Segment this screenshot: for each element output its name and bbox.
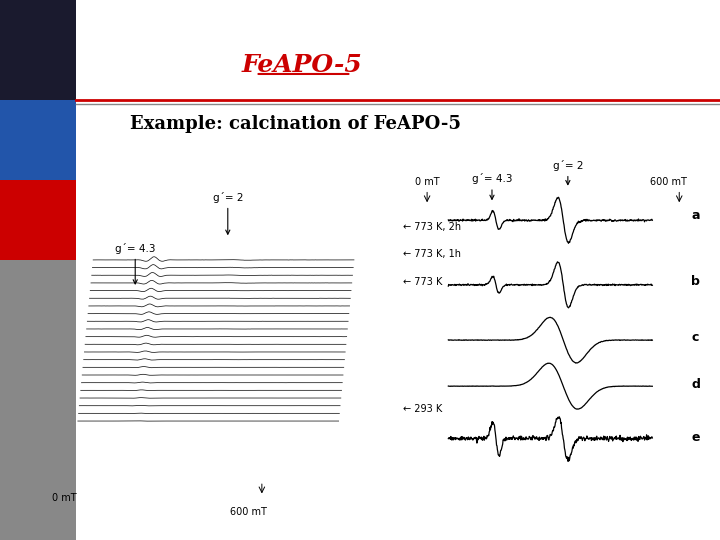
Text: ← 773 K: ← 773 K	[402, 276, 442, 287]
Text: b: b	[691, 274, 701, 287]
Bar	[0, 100, 76, 180]
Text: ← 773 K, 1h: ← 773 K, 1h	[402, 249, 461, 259]
Text: 0 mT: 0 mT	[52, 493, 76, 503]
Text: g´= 2: g´= 2	[212, 192, 243, 234]
Text: d: d	[691, 378, 701, 391]
Text: g´= 2: g´= 2	[553, 160, 583, 185]
Bar	[0, 260, 76, 540]
Text: c: c	[691, 331, 699, 344]
Text: ← 293 K: ← 293 K	[402, 404, 442, 414]
Text: a: a	[691, 209, 700, 222]
Text: g´= 4.3: g´= 4.3	[472, 173, 512, 199]
Text: 600 mT: 600 mT	[650, 178, 687, 187]
Text: FeAPO-5: FeAPO-5	[242, 53, 363, 77]
Text: Example: calcination of FeAPO-5: Example: calcination of FeAPO-5	[130, 115, 461, 133]
Bar	[0, 180, 76, 260]
Text: e: e	[691, 431, 700, 444]
Bar	[0, 0, 76, 100]
Text: g´= 4.3: g´= 4.3	[115, 243, 156, 284]
Text: ← 773 K, 2h: ← 773 K, 2h	[402, 222, 461, 232]
Text: 600 mT: 600 mT	[230, 507, 267, 517]
Text: 0 mT: 0 mT	[415, 178, 439, 187]
